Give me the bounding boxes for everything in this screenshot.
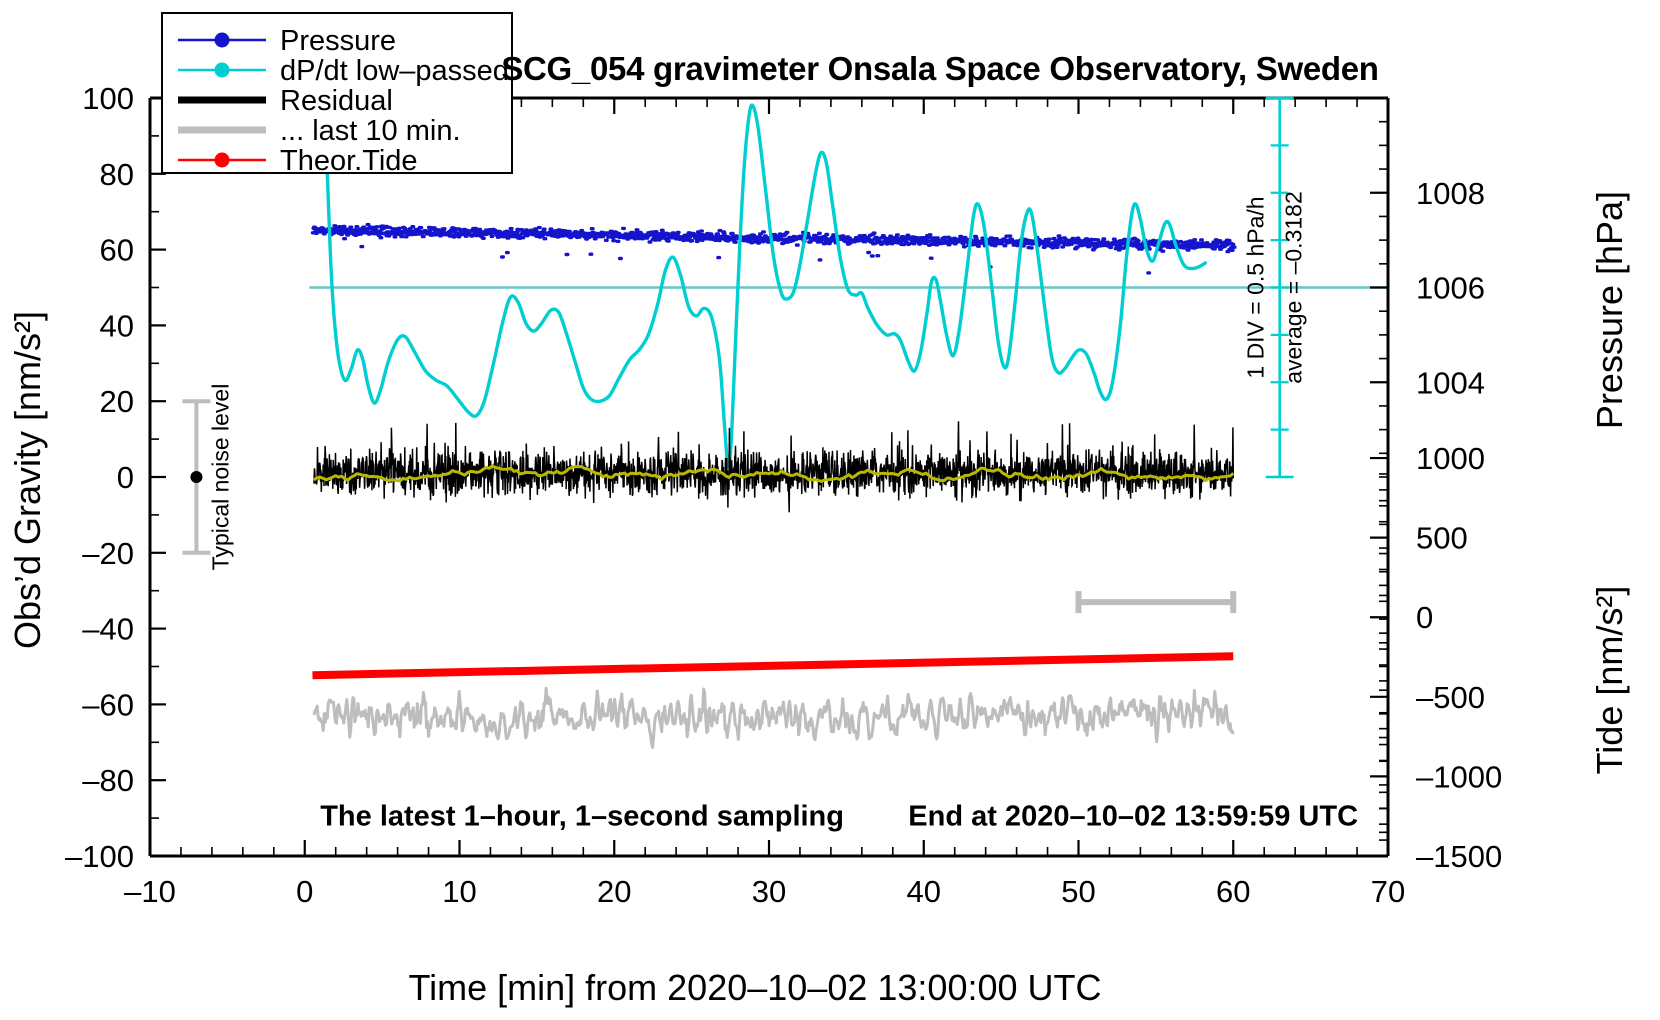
x-tick-label: 0 xyxy=(296,874,313,909)
series-residual-smoothed xyxy=(313,464,1235,483)
tide-tick-label: 0 xyxy=(1416,600,1433,635)
legend-swatch-marker-icon xyxy=(214,32,230,48)
tide-tick-label: –500 xyxy=(1416,680,1485,715)
y-tick-label: 20 xyxy=(100,384,134,419)
y-tick-label: 40 xyxy=(100,308,134,343)
tide-tick-label: –1500 xyxy=(1416,839,1502,874)
y-tick-label: –40 xyxy=(82,612,134,647)
y-tick-label: 0 xyxy=(117,460,134,495)
dpdt-curve xyxy=(325,103,1208,469)
right-top-axis-title: Pressure [hPa] xyxy=(1589,191,1630,429)
dpdt-average-label: average = –0.3182 xyxy=(1281,191,1307,383)
tide-tick-label: 1000 xyxy=(1416,441,1485,476)
series-theor-tide xyxy=(312,652,1234,680)
noise-level-label: Typical noise level xyxy=(207,384,233,571)
x-tick-label: 30 xyxy=(752,874,786,909)
legend-item-pressure[interactable]: Pressure xyxy=(178,25,396,57)
pressure-tick-label: 1008 xyxy=(1416,176,1485,211)
footer-left-note: The latest 1–hour, 1–second sampling xyxy=(320,801,844,833)
legend-item-dp-dt-low-passed[interactable]: dP/dt low–passed xyxy=(178,55,509,87)
y-tick-label: 100 xyxy=(82,81,134,116)
pressure-tick-label: 1004 xyxy=(1416,365,1485,400)
series-last-10-min xyxy=(312,686,1235,749)
legend-item-label: dP/dt low–passed xyxy=(280,55,509,87)
axes-layer: –10 0 10 20 30 40 50 60 70–100–80–60–40–20020406… xyxy=(65,81,1502,909)
pressure-tick-label: 1006 xyxy=(1416,271,1485,306)
theoretical-tide-line xyxy=(312,652,1234,680)
x-tick-label: 50 xyxy=(1061,874,1095,909)
noise-errorbar-dot xyxy=(190,471,203,483)
x-tick-label: 70 xyxy=(1371,874,1405,909)
y-tick-label: –100 xyxy=(65,839,134,874)
x-tick-label: 40 xyxy=(907,874,941,909)
annotations-layer: The latest 1–hour, 1–second sampling End … xyxy=(182,96,1358,833)
legend-item-last-10-min[interactable]: ... last 10 min. xyxy=(178,115,461,147)
tide-tick-label: –1000 xyxy=(1416,759,1502,794)
y-tick-label: 60 xyxy=(100,233,134,268)
residual-smoothed-trace xyxy=(313,464,1235,483)
right-bottom-axis-title: Tide [nm/s²] xyxy=(1589,586,1630,775)
footer-right-note: End at 2020–10–02 13:59:59 UTC xyxy=(908,801,1358,833)
pressure-scatter xyxy=(310,222,1237,275)
legend-swatch-marker-icon xyxy=(214,62,230,78)
x-tick-label: 10 xyxy=(442,874,476,909)
x-tick-label: 20 xyxy=(597,874,631,909)
x-tick-label: –10 xyxy=(124,874,176,909)
x-tick-label: 60 xyxy=(1216,874,1250,909)
y-tick-label: –80 xyxy=(82,763,134,798)
data-series-layer xyxy=(309,103,1388,749)
legend-item-theor-tide[interactable]: Theor.Tide xyxy=(178,145,418,177)
y-tick-label: –20 xyxy=(82,536,134,571)
legend-item-label: Pressure xyxy=(280,25,396,57)
legend-item-label: Residual xyxy=(280,85,393,117)
y-axis-title: Obs’d Gravity [nm/s²] xyxy=(7,311,48,649)
legend-item-residual[interactable]: Residual xyxy=(178,85,393,117)
x-axis-title: Time [min] from 2020–10–02 13:00:00 UTC xyxy=(408,967,1101,1008)
legend-item-label: Theor.Tide xyxy=(280,145,418,177)
y-tick-label: –60 xyxy=(82,687,134,722)
tide-tick-label: 500 xyxy=(1416,521,1468,556)
series-dp-dt-low-passed xyxy=(309,103,1388,469)
legend-swatch-marker-icon xyxy=(214,152,230,168)
dpdt-scale-label: 1 DIV = 0.5 hPa/h xyxy=(1243,196,1269,378)
last-10-min-trace xyxy=(312,686,1235,749)
series-pressure xyxy=(310,222,1237,275)
y-tick-label: 80 xyxy=(100,157,134,192)
page-title: SCG_054 gravimeter Onsala Space Observat… xyxy=(501,50,1378,87)
legend-item-label: ... last 10 min. xyxy=(280,115,461,147)
